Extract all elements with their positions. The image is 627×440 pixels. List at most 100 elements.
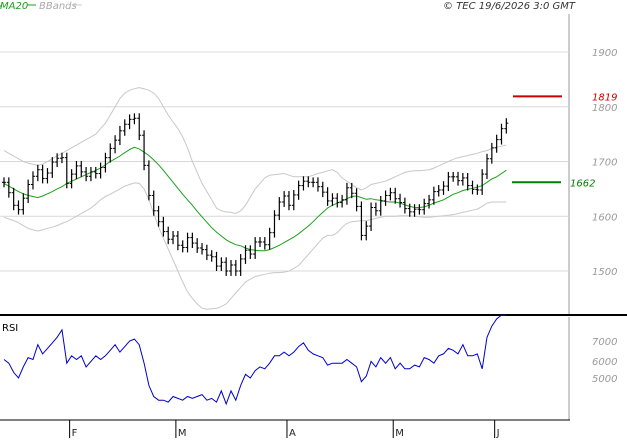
price-tick-label: 1700	[592, 158, 617, 169]
ohlc-bar	[142, 130, 147, 171]
ohlc-bar	[50, 157, 55, 178]
ohlc-bar	[214, 251, 219, 271]
ohlc-bar	[359, 201, 364, 241]
moving-average	[3, 146, 507, 252]
ohlc-bar	[224, 257, 229, 276]
rsi-tick-label: 6000	[592, 357, 617, 368]
ohlc-bar	[354, 188, 359, 212]
ohlc-bar	[340, 194, 345, 208]
rsi-tick-label: 5000	[592, 374, 617, 385]
ohlc-bar	[98, 162, 103, 179]
ohlc-bar	[190, 232, 195, 249]
rsi-tick-label: 7000	[592, 337, 617, 348]
ohlc-bar	[55, 153, 60, 167]
ohlc-bar	[388, 187, 393, 201]
ohlc-bar	[335, 193, 340, 208]
rsi-axis-ticks: 7000 6000 5000	[592, 337, 617, 385]
price-tick-label: 1900	[592, 48, 617, 59]
copyright-text: © TEC 19/6/2026 3:0 GMT	[443, 1, 576, 12]
ohlc-bar	[489, 142, 494, 164]
ohlc-bar	[219, 257, 224, 271]
ohlc-bar	[475, 184, 480, 195]
bollinger-bands	[3, 87, 507, 310]
ohlc-bar	[325, 187, 330, 206]
bb-legend-label: BBands	[39, 1, 77, 12]
ohlc-bar	[40, 164, 45, 184]
ohlc-bar	[262, 237, 267, 250]
ohlc-bar	[11, 187, 16, 211]
x-tick-label: F	[72, 428, 78, 439]
ohlc-bar	[257, 237, 262, 247]
price-tick-label: 1800	[592, 103, 617, 114]
ma-legend-label: MA20	[0, 1, 28, 12]
ma20-line	[3, 146, 507, 252]
ohlc-bar	[132, 113, 137, 125]
ohlc-bar	[349, 182, 354, 199]
ohlc-bar	[200, 243, 205, 255]
ohlc-bar	[229, 260, 234, 276]
ohlc-bar	[277, 197, 282, 221]
ohlc-bar	[243, 245, 248, 264]
ohlc-bar	[79, 160, 84, 177]
ohlc-bar	[45, 168, 50, 184]
ohlc-bar	[2, 177, 6, 188]
ohlc-bar	[311, 177, 316, 188]
resistance-label: 1819	[592, 92, 617, 103]
ohlc-bar	[344, 182, 349, 205]
ohlc-bar	[456, 171, 461, 186]
ohlc-bar	[398, 193, 403, 208]
rsi-line	[3, 314, 507, 406]
rsi-label: RSI	[2, 323, 18, 334]
ohlc-bar	[195, 238, 200, 253]
ohlc-bar	[480, 169, 485, 195]
ohlc-bar	[407, 203, 412, 217]
ohlc-bar	[209, 250, 214, 262]
ohlc-bar	[103, 152, 108, 173]
ohlc-bar	[330, 193, 335, 206]
ohlc-bar	[364, 221, 369, 241]
ohlc-bars	[2, 113, 509, 276]
ohlc-bar	[373, 202, 378, 216]
ohlc-bar	[301, 176, 306, 191]
ohlc-bar	[296, 180, 301, 200]
ohlc-bar	[412, 204, 417, 217]
ohlc-bar	[204, 244, 209, 261]
price-panel: 1900 1800 1700 1600 1500 1819 1662	[0, 14, 617, 315]
ohlc-bar	[6, 177, 11, 198]
ohlc-bar	[451, 171, 456, 182]
ohlc-bar	[431, 186, 436, 205]
ohlc-bar	[504, 118, 509, 134]
ohlc-bar	[253, 237, 258, 259]
ohlc-bar	[460, 172, 465, 186]
ohlc-bar	[470, 180, 475, 195]
ohlc-bar	[117, 125, 122, 146]
ohlc-bar	[238, 254, 243, 276]
ohlc-bar	[88, 166, 93, 182]
ohlc-bar	[248, 245, 253, 259]
ohlc-bar	[383, 190, 388, 206]
x-tick-label: J	[496, 428, 500, 439]
ohlc-bar	[417, 204, 422, 215]
x-tick-label: M	[178, 428, 187, 439]
ohlc-bar	[113, 135, 118, 154]
ohlc-bar	[436, 185, 441, 197]
ohlc-bar	[422, 198, 427, 215]
ohlc-bar	[16, 200, 21, 215]
price-axis-ticks: 1900 1800 1700 1600 1500	[592, 48, 617, 278]
ohlc-bar	[306, 176, 311, 188]
ohlc-bar	[320, 181, 325, 198]
ohlc-bar	[156, 205, 161, 227]
rsi-panel: RSI 7000 6000 5000	[2, 314, 617, 420]
bb-lower-line	[3, 182, 507, 310]
bb-upper-line	[3, 87, 507, 215]
ohlc-bar	[282, 191, 287, 207]
ohlc-bar	[499, 123, 504, 145]
ohlc-bar	[69, 169, 74, 189]
ohlc-bar	[151, 190, 156, 216]
ohlc-bar	[166, 226, 171, 245]
ohlc-bar	[267, 227, 272, 250]
ohlc-bar	[402, 197, 407, 214]
ohlc-bar	[21, 193, 26, 215]
